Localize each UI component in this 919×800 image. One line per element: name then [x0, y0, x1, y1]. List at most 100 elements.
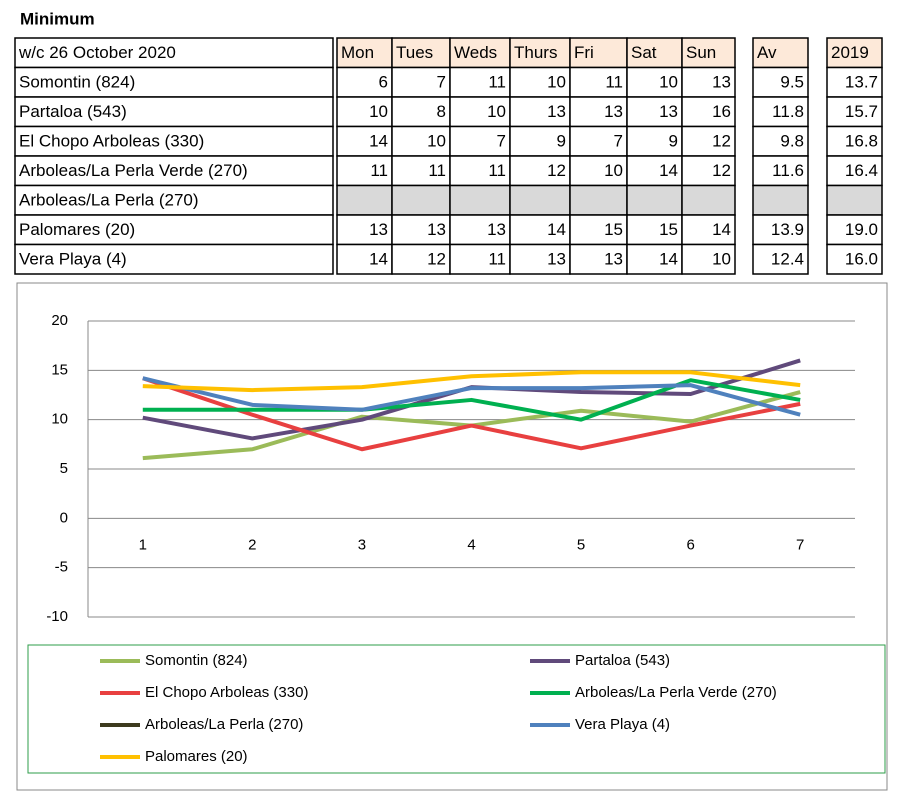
- av-header: Av: [757, 43, 777, 62]
- cell: [626, 214, 683, 246]
- day-value: 11: [488, 250, 506, 269]
- cell: [391, 184, 451, 216]
- x-tick-label: 2: [248, 536, 256, 553]
- av-value: 9.5: [780, 73, 804, 92]
- legend-label: Somontin (824): [145, 652, 248, 669]
- day-header: Tues: [396, 43, 433, 62]
- day-value: 9: [669, 132, 678, 151]
- cell: [391, 214, 451, 246]
- year-header: 2019: [831, 43, 869, 62]
- cell: [449, 184, 511, 216]
- day-value: 12: [712, 161, 731, 180]
- day-value: 13: [487, 220, 506, 239]
- day-value: 10: [547, 73, 566, 92]
- x-tick-label: 3: [358, 536, 366, 553]
- year-value: 16.8: [845, 132, 878, 151]
- cell: [14, 125, 334, 157]
- series-line: [142, 376, 801, 452]
- cell: [569, 96, 628, 128]
- cell: [509, 125, 571, 157]
- cell: [336, 184, 393, 216]
- day-value: 10: [712, 250, 731, 269]
- row-name: Vera Playa (4): [19, 250, 127, 269]
- day-value: 13: [712, 73, 731, 92]
- day-header: Thurs: [514, 43, 557, 62]
- row-name: Partaloa (543): [19, 102, 127, 121]
- y-tick-label: 20: [51, 312, 68, 329]
- day-value: 12: [427, 250, 446, 269]
- day-value: 12: [547, 161, 566, 180]
- year-value: 13.7: [845, 73, 878, 92]
- year-value: 16.0: [845, 250, 878, 269]
- legend-label: Arboleas/La Perla Verde (270): [575, 684, 777, 701]
- cell: [752, 214, 809, 246]
- x-tick-label: 7: [796, 536, 804, 553]
- header-label: w/c 26 October 2020: [18, 43, 176, 62]
- day-value: 13: [427, 220, 446, 239]
- av-value: 12.4: [771, 250, 804, 269]
- day-value: 12: [712, 132, 731, 151]
- day-value: 14: [659, 161, 678, 180]
- day-value: 13: [604, 250, 623, 269]
- day-value: 11: [370, 161, 388, 180]
- day-value: 10: [659, 73, 678, 92]
- cell: [569, 37, 628, 69]
- cell: [509, 214, 571, 246]
- day-value: 7: [437, 73, 446, 92]
- day-value: 8: [437, 102, 446, 121]
- cell: [569, 66, 628, 98]
- cell: [681, 155, 736, 187]
- cell: [826, 184, 883, 216]
- av-value: 11.6: [772, 161, 804, 180]
- av-value: 13.9: [771, 220, 804, 239]
- cell: [569, 214, 628, 246]
- day-header: Sat: [631, 43, 657, 62]
- cell: [391, 243, 451, 275]
- cell: [681, 184, 736, 216]
- cell: [681, 243, 736, 275]
- row-name: Arboleas/La Perla (270): [19, 191, 199, 210]
- cell: [752, 125, 809, 157]
- cell: [449, 243, 511, 275]
- day-value: 14: [547, 220, 566, 239]
- day-value: 13: [659, 102, 678, 121]
- cell: [626, 96, 683, 128]
- cell: [826, 125, 883, 157]
- cell: [449, 37, 511, 69]
- day-value: 11: [605, 73, 623, 92]
- av-value: 11.8: [772, 102, 804, 121]
- cell: [14, 155, 334, 187]
- cell: [626, 37, 683, 69]
- cell: [626, 184, 683, 216]
- cell: [826, 66, 883, 98]
- cell: [509, 243, 571, 275]
- row-name: Arboleas/La Perla Verde (270): [19, 161, 248, 180]
- day-value: 10: [427, 132, 446, 151]
- day-header: Mon: [341, 43, 374, 62]
- y-tick-label: 5: [60, 460, 68, 477]
- cell: [336, 66, 393, 98]
- day-header: Sun: [686, 43, 716, 62]
- day-value: 14: [712, 220, 731, 239]
- day-value: 6: [379, 73, 388, 92]
- series-line: [142, 376, 801, 417]
- cell: [681, 125, 736, 157]
- sheet-title: Minimum: [20, 9, 95, 28]
- day-value: 9: [557, 132, 566, 151]
- cell: [826, 243, 883, 275]
- day-value: 10: [487, 102, 506, 121]
- cell: [681, 214, 736, 246]
- year-value: 15.7: [845, 102, 878, 121]
- day-value: 14: [659, 250, 678, 269]
- cell: [681, 37, 736, 69]
- cell: [449, 155, 511, 187]
- y-tick-label: 15: [51, 361, 68, 378]
- x-tick-label: 1: [139, 536, 147, 553]
- day-header: Fri: [574, 43, 594, 62]
- cell: [14, 214, 334, 246]
- cell: [336, 214, 393, 246]
- cell: [752, 184, 809, 216]
- row-name: Palomares (20): [19, 220, 135, 239]
- av-value: 9.8: [780, 132, 804, 151]
- day-value: 7: [497, 132, 506, 151]
